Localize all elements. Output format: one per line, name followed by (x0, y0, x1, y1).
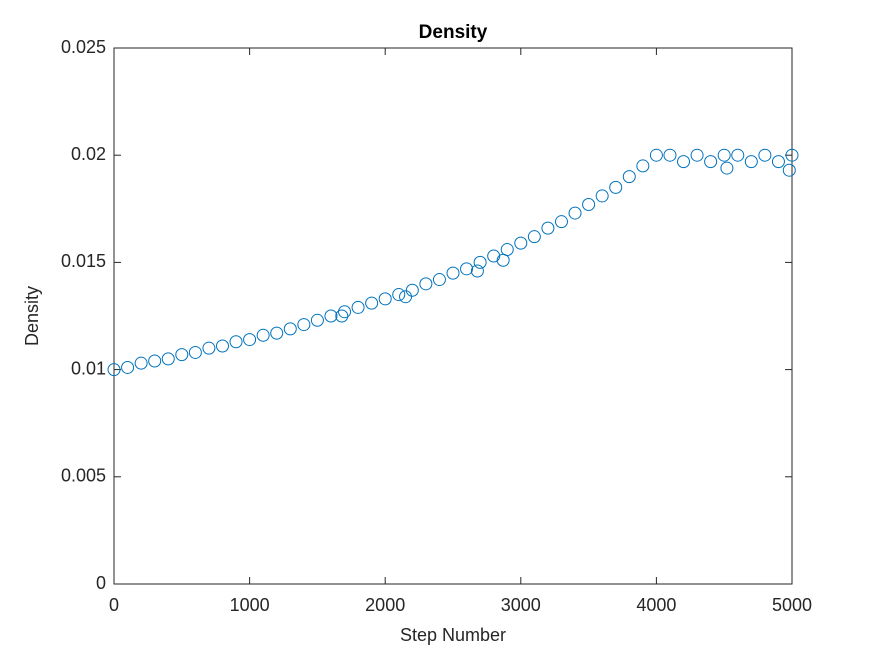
point (636, 159, 650, 173)
point (649, 148, 663, 162)
point (161, 352, 175, 366)
point (215, 339, 229, 353)
x-axis-label: Step Number (400, 625, 506, 645)
point (500, 243, 514, 257)
point (229, 335, 243, 349)
point (365, 296, 379, 310)
point (175, 348, 189, 362)
point (690, 148, 704, 162)
point (663, 148, 677, 162)
y-axis-label: Density (22, 286, 42, 346)
point (785, 148, 799, 162)
y-tick-label: 0 (96, 573, 106, 593)
point (782, 163, 796, 177)
point (134, 356, 148, 370)
point (324, 309, 338, 323)
point (283, 322, 297, 336)
point (554, 215, 568, 229)
point (541, 221, 555, 235)
point (351, 300, 365, 314)
point (297, 318, 311, 332)
point (256, 328, 270, 342)
x-tick-label: 4000 (636, 595, 676, 615)
point (243, 333, 257, 347)
point (405, 283, 419, 297)
point (270, 326, 284, 340)
point (148, 354, 162, 368)
point (432, 273, 446, 287)
x-tick-label: 3000 (501, 595, 541, 615)
x-tick-label: 1000 (230, 595, 270, 615)
y-tick-label: 0.005 (61, 466, 106, 486)
point (744, 155, 758, 169)
point (470, 264, 484, 278)
point (446, 266, 460, 280)
point (677, 155, 691, 169)
point (758, 148, 772, 162)
point (378, 292, 392, 306)
plot-frame (113, 47, 793, 585)
point (568, 206, 582, 220)
y-tick-label: 0.015 (61, 251, 106, 271)
y-tick-label: 0.01 (71, 358, 106, 378)
x-tick-label: 0 (109, 595, 119, 615)
y-tick-label: 0.025 (61, 37, 106, 57)
x-tick-label: 2000 (365, 595, 405, 615)
point (338, 305, 352, 319)
point (460, 262, 474, 276)
point (202, 341, 216, 355)
point (107, 363, 121, 377)
point (392, 288, 406, 302)
point (335, 309, 349, 323)
point (582, 198, 596, 212)
point (595, 189, 609, 203)
point (622, 170, 636, 184)
point (731, 148, 745, 162)
point (310, 313, 324, 327)
point (771, 155, 785, 169)
point (188, 345, 202, 359)
point (704, 155, 718, 169)
y-tick-label: 0.02 (71, 144, 106, 164)
point (527, 230, 541, 244)
point (717, 148, 731, 162)
point (473, 255, 487, 269)
chart-title: Density (419, 22, 488, 43)
point (609, 180, 623, 194)
x-tick-label: 5000 (772, 595, 812, 615)
point (419, 277, 433, 291)
point (514, 236, 528, 250)
point (121, 360, 135, 374)
point (720, 161, 734, 175)
